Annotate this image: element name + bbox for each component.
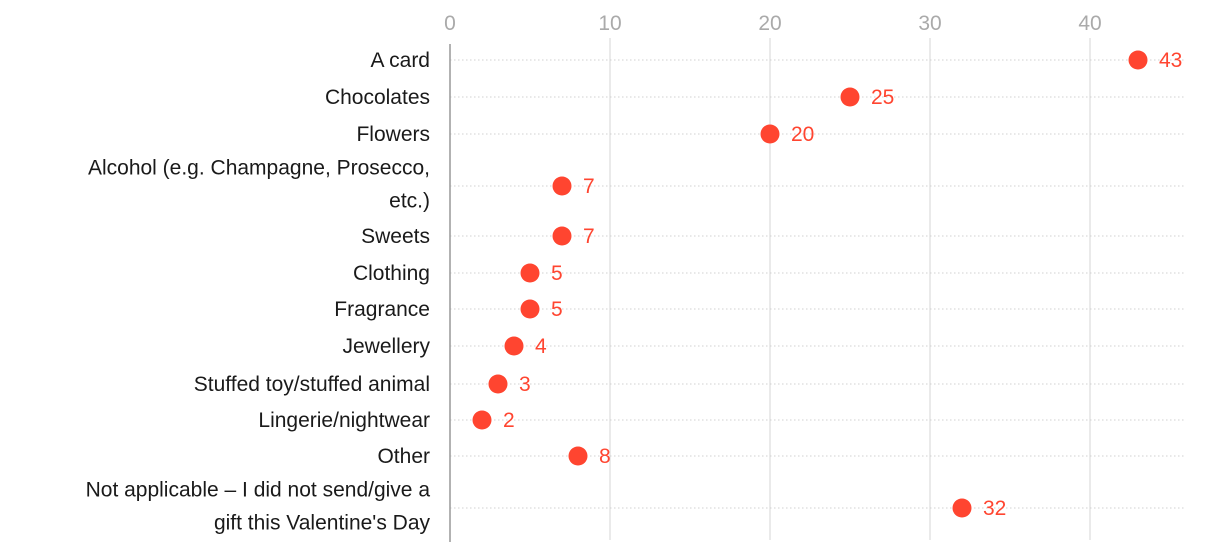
x-tick-label-30: 30 bbox=[918, 12, 941, 35]
data-point bbox=[1128, 50, 1148, 70]
data-point bbox=[760, 124, 780, 144]
category-label: Alcohol (e.g. Champagne, Prosecco, bbox=[88, 157, 430, 180]
gridlines bbox=[609, 38, 1091, 540]
category-label: A card bbox=[370, 49, 430, 72]
data-point bbox=[840, 87, 860, 107]
category-label: etc.) bbox=[389, 190, 430, 213]
category-label: Chocolates bbox=[325, 86, 430, 109]
value-label: 7 bbox=[583, 225, 595, 248]
category-label: Flowers bbox=[356, 123, 430, 146]
x-tick-label-20: 20 bbox=[758, 12, 781, 35]
category-label: Not applicable – I did not send/give a bbox=[86, 479, 431, 502]
value-label: 20 bbox=[791, 123, 814, 146]
x-tick-label-40: 40 bbox=[1078, 12, 1101, 35]
value-label: 8 bbox=[599, 445, 611, 468]
category-label: Jewellery bbox=[342, 335, 430, 358]
category-label: gift this Valentine's Day bbox=[214, 512, 431, 535]
data-point bbox=[520, 299, 540, 319]
value-label: 3 bbox=[519, 373, 531, 396]
x-tick-labels: 0 10 20 30 40 bbox=[444, 12, 1102, 35]
data-points bbox=[472, 50, 1148, 518]
category-label: Sweets bbox=[361, 225, 430, 248]
category-label: Other bbox=[377, 445, 430, 468]
data-point bbox=[488, 374, 508, 394]
data-point bbox=[552, 176, 572, 196]
data-point bbox=[552, 226, 572, 246]
value-label: 43 bbox=[1159, 49, 1182, 72]
value-label: 5 bbox=[551, 298, 563, 321]
category-labels: A card Chocolates Flowers Alcohol (e.g. Cha… bbox=[86, 49, 431, 535]
value-label: 7 bbox=[583, 175, 595, 198]
x-tick-label-0: 0 bbox=[444, 12, 456, 35]
category-label: Clothing bbox=[353, 262, 430, 285]
data-point bbox=[472, 410, 492, 430]
value-label: 25 bbox=[871, 86, 894, 109]
x-tick-label-10: 10 bbox=[598, 12, 621, 35]
data-point bbox=[952, 498, 972, 518]
row-guides bbox=[450, 59, 1186, 509]
value-label: 5 bbox=[551, 262, 563, 285]
data-point bbox=[568, 446, 588, 466]
category-label: Lingerie/nightwear bbox=[258, 409, 430, 432]
value-label: 32 bbox=[983, 497, 1006, 520]
data-point bbox=[504, 336, 524, 356]
data-point bbox=[520, 263, 540, 283]
category-label: Stuffed toy/stuffed animal bbox=[194, 373, 430, 396]
category-label: Fragrance bbox=[334, 298, 430, 321]
value-label: 4 bbox=[535, 335, 547, 358]
value-label: 2 bbox=[503, 409, 515, 432]
